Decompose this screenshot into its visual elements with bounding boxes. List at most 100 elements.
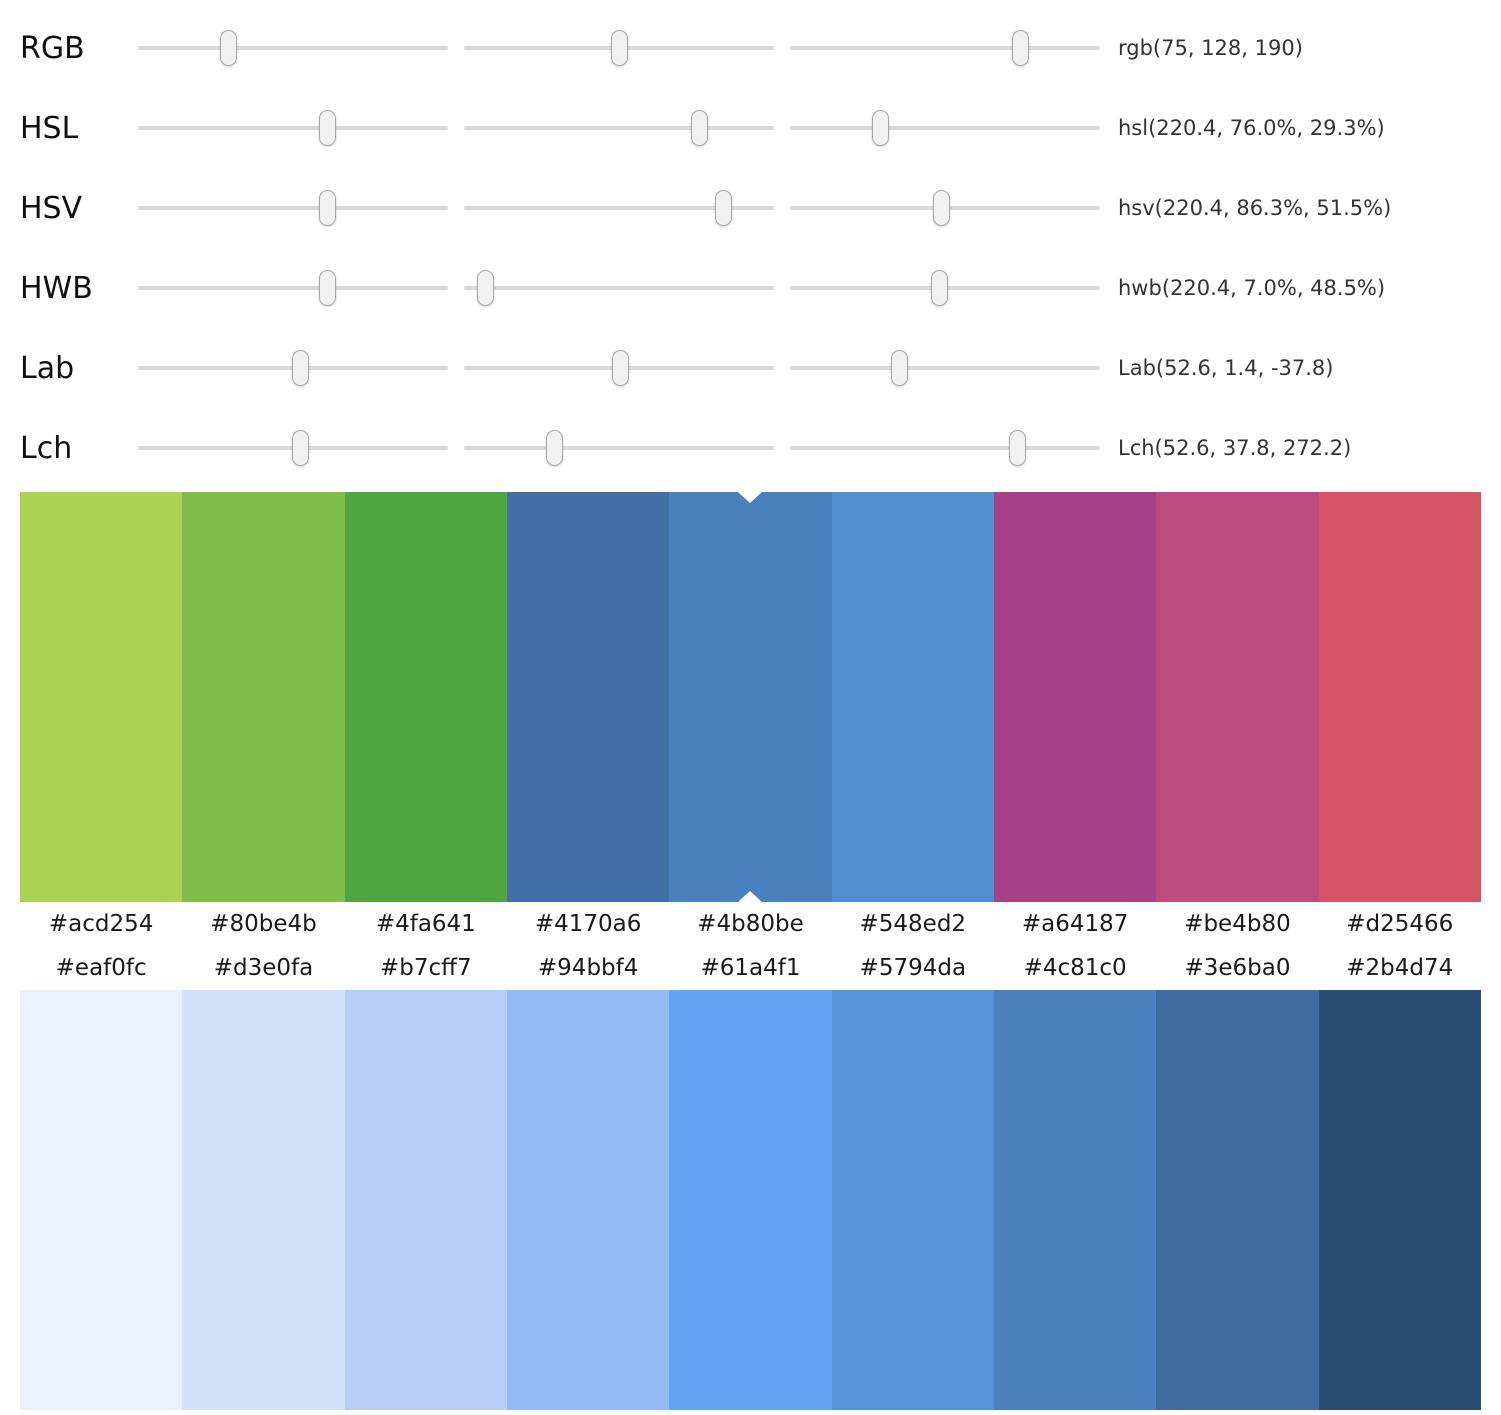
- hex-label: #5794da: [859, 955, 967, 981]
- color-value-text: hsl(220.4, 76.0%, 29.3%): [1118, 116, 1385, 140]
- slider-thumb[interactable]: [932, 190, 950, 226]
- hex-label: #d25466: [1346, 911, 1454, 937]
- palette-main: [20, 492, 1481, 902]
- color-swatch-61a4f1[interactable]: [669, 990, 832, 1410]
- slider-thumb[interactable]: [318, 110, 336, 146]
- slider-tracks: [138, 106, 1100, 150]
- hex-label: #4c81c0: [1023, 955, 1127, 981]
- slider-track-lab-0[interactable]: [138, 346, 448, 390]
- color-value-text: Lch(52.6, 37.8, 272.2): [1118, 436, 1352, 460]
- slider-thumb[interactable]: [611, 350, 629, 386]
- slider-track-line: [464, 286, 774, 290]
- hex-label: #4fa641: [375, 911, 476, 937]
- slider-track-lch-1[interactable]: [464, 426, 774, 470]
- slider-track-line: [790, 46, 1100, 50]
- color-swatch-4fa641[interactable]: [344, 492, 507, 902]
- color-swatch-d25466[interactable]: [1318, 492, 1481, 902]
- slider-track-rgb-1[interactable]: [464, 26, 774, 70]
- slider-thumb[interactable]: [1011, 30, 1029, 66]
- color-swatch-3e6ba0[interactable]: [1156, 990, 1319, 1410]
- slider-track-rgb-0[interactable]: [138, 26, 448, 70]
- hex-labels-scale: #eaf0fc #d3e0fa #b7cff7 #94bbf4 #61a4f1 #5794…: [20, 946, 1481, 990]
- slider-row-lch: Lch Lch(52.6, 37.8, 272.2): [0, 408, 1501, 488]
- slider-thumb[interactable]: [292, 430, 310, 466]
- color-swatch-2b4d74[interactable]: [1318, 990, 1481, 1410]
- color-swatch-b7cff7[interactable]: [344, 990, 507, 1410]
- color-swatch-d3e0fa[interactable]: [182, 990, 345, 1410]
- hex-label: #94bbf4: [537, 955, 639, 981]
- slider-thumb[interactable]: [1008, 430, 1026, 466]
- hex-label: #eaf0fc: [55, 955, 147, 981]
- slider-track-rgb-2[interactable]: [790, 26, 1100, 70]
- slider-track-hsv-2[interactable]: [790, 186, 1100, 230]
- slider-tracks: [138, 266, 1100, 310]
- color-swatch-548ed2[interactable]: [831, 492, 994, 902]
- hex-label: #80be4b: [210, 911, 317, 937]
- slider-track-line: [790, 126, 1100, 130]
- slider-track-line: [464, 206, 774, 210]
- slider-track-hwb-0[interactable]: [138, 266, 448, 310]
- color-swatch-94bbf4[interactable]: [506, 990, 670, 1410]
- hex-label: #a64187: [1021, 911, 1129, 937]
- color-swatch-be4b80[interactable]: [1156, 492, 1319, 902]
- slider-row-hsv: HSV hsv(220.4, 86.3%, 51.5%): [0, 168, 1501, 248]
- hex-label: #4b80be: [697, 911, 804, 937]
- colorspace-label: RGB: [20, 30, 85, 66]
- colorspace-label: HSL: [20, 110, 79, 146]
- slider-track-hwb-1[interactable]: [464, 266, 774, 310]
- slider-track-hsl-1[interactable]: [464, 106, 774, 150]
- slider-thumb[interactable]: [871, 110, 889, 146]
- slider-thumb[interactable]: [610, 30, 628, 66]
- color-swatch-4c81c0[interactable]: [993, 990, 1157, 1410]
- slider-tracks: [138, 346, 1100, 390]
- slider-track-line: [138, 126, 448, 130]
- color-value-text: hwb(220.4, 7.0%, 48.5%): [1118, 276, 1386, 300]
- slider-track-line: [464, 446, 774, 450]
- slider-track-line: [138, 46, 448, 50]
- slider-tracks: [138, 186, 1100, 230]
- slider-thumb[interactable]: [318, 190, 336, 226]
- palette-scale: [20, 990, 1481, 1410]
- slider-tracks: [138, 26, 1100, 70]
- slider-track-lab-1[interactable]: [464, 346, 774, 390]
- slider-thumb[interactable]: [715, 190, 733, 226]
- slider-track-hsl-2[interactable]: [790, 106, 1100, 150]
- slider-thumb[interactable]: [931, 270, 949, 306]
- slider-thumb[interactable]: [690, 110, 708, 146]
- color-value-text: rgb(75, 128, 190): [1118, 36, 1303, 60]
- color-value-text: hsv(220.4, 86.3%, 51.5%): [1118, 196, 1392, 220]
- slider-thumb[interactable]: [318, 270, 336, 306]
- slider-track-line: [138, 286, 448, 290]
- slider-row-hsl: HSL hsl(220.4, 76.0%, 29.3%): [0, 88, 1501, 168]
- color-sliders-panel: RGB rgb(75, 128, 190) HSL: [0, 0, 1501, 492]
- hex-label: #548ed2: [859, 911, 967, 937]
- hex-label: #4170a6: [534, 911, 642, 937]
- color-swatch-80be4b[interactable]: [182, 492, 345, 902]
- slider-thumb[interactable]: [220, 30, 238, 66]
- hex-label: #3e6ba0: [1184, 955, 1291, 981]
- slider-track-line: [138, 206, 448, 210]
- slider-track-lab-2[interactable]: [790, 346, 1100, 390]
- slider-thumb[interactable]: [476, 270, 494, 306]
- hex-label: #be4b80: [1184, 911, 1291, 937]
- color-swatch-acd254[interactable]: [20, 492, 183, 902]
- slider-track-lch-0[interactable]: [138, 426, 448, 470]
- colorspace-label: HSV: [20, 190, 83, 226]
- slider-track-hwb-2[interactable]: [790, 266, 1100, 310]
- slider-track-hsv-0[interactable]: [138, 186, 448, 230]
- color-swatch-eaf0fc[interactable]: [20, 990, 183, 1410]
- slider-track-line: [464, 126, 774, 130]
- slider-row-lab: Lab Lab(52.6, 1.4, -37.8): [0, 328, 1501, 408]
- color-swatch-4b80be[interactable]: [669, 492, 832, 902]
- slider-thumb[interactable]: [546, 430, 564, 466]
- slider-row-hwb: HWB hwb(220.4, 7.0%, 48.5%): [0, 248, 1501, 328]
- slider-track-hsl-0[interactable]: [138, 106, 448, 150]
- color-swatch-4170a6[interactable]: [506, 492, 670, 902]
- color-swatch-a64187[interactable]: [993, 492, 1157, 902]
- slider-track-lch-2[interactable]: [790, 426, 1100, 470]
- slider-track-hsv-1[interactable]: [464, 186, 774, 230]
- color-swatch-5794da[interactable]: [831, 990, 994, 1410]
- slider-thumb[interactable]: [292, 350, 310, 386]
- slider-thumb[interactable]: [890, 350, 908, 386]
- slider-row-rgb: RGB rgb(75, 128, 190): [0, 8, 1501, 88]
